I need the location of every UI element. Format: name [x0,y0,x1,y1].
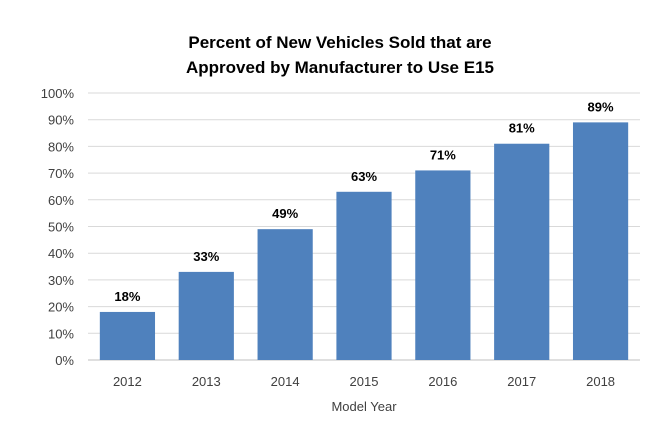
x-tick-label: 2016 [428,374,457,389]
x-tick-label: 2015 [350,374,379,389]
chart-title-line-2: Approved by Manufacturer to Use E15 [186,58,494,77]
y-tick-label: 60% [48,193,74,208]
data-label: 33% [193,249,219,264]
bar-2013 [178,271,234,360]
x-tick-label: 2013 [192,374,221,389]
data-label: 18% [114,289,140,304]
data-label: 49% [272,206,298,221]
y-tick-label: 20% [48,300,74,315]
data-label: 63% [351,169,377,184]
y-tick-label: 70% [48,166,74,181]
x-tick-label: 2014 [271,374,300,389]
y-tick-label: 10% [48,326,74,341]
y-tick-label: 90% [48,113,74,128]
bar-2014 [257,229,313,360]
y-tick-label: 0% [55,353,74,368]
x-tick-label: 2018 [586,374,615,389]
bar-2017 [494,143,550,360]
bar-2018 [572,122,629,361]
data-label: 71% [430,147,456,162]
y-tick-label: 40% [48,246,74,261]
x-axis-label: Model Year [331,399,397,414]
chart-title-line-1: Percent of New Vehicles Sold that are [188,33,491,52]
x-tick-label: 2017 [507,374,536,389]
x-tick-label: 2012 [113,374,142,389]
y-tick-label: 100% [41,86,75,101]
y-tick-label: 50% [48,220,74,235]
y-tick-label: 30% [48,273,74,288]
bar-2012 [99,311,156,360]
bar-2015 [336,191,392,360]
y-tick-label: 80% [48,139,74,154]
bar-2016 [415,170,471,360]
data-label: 81% [509,121,535,136]
data-label: 89% [588,99,614,114]
